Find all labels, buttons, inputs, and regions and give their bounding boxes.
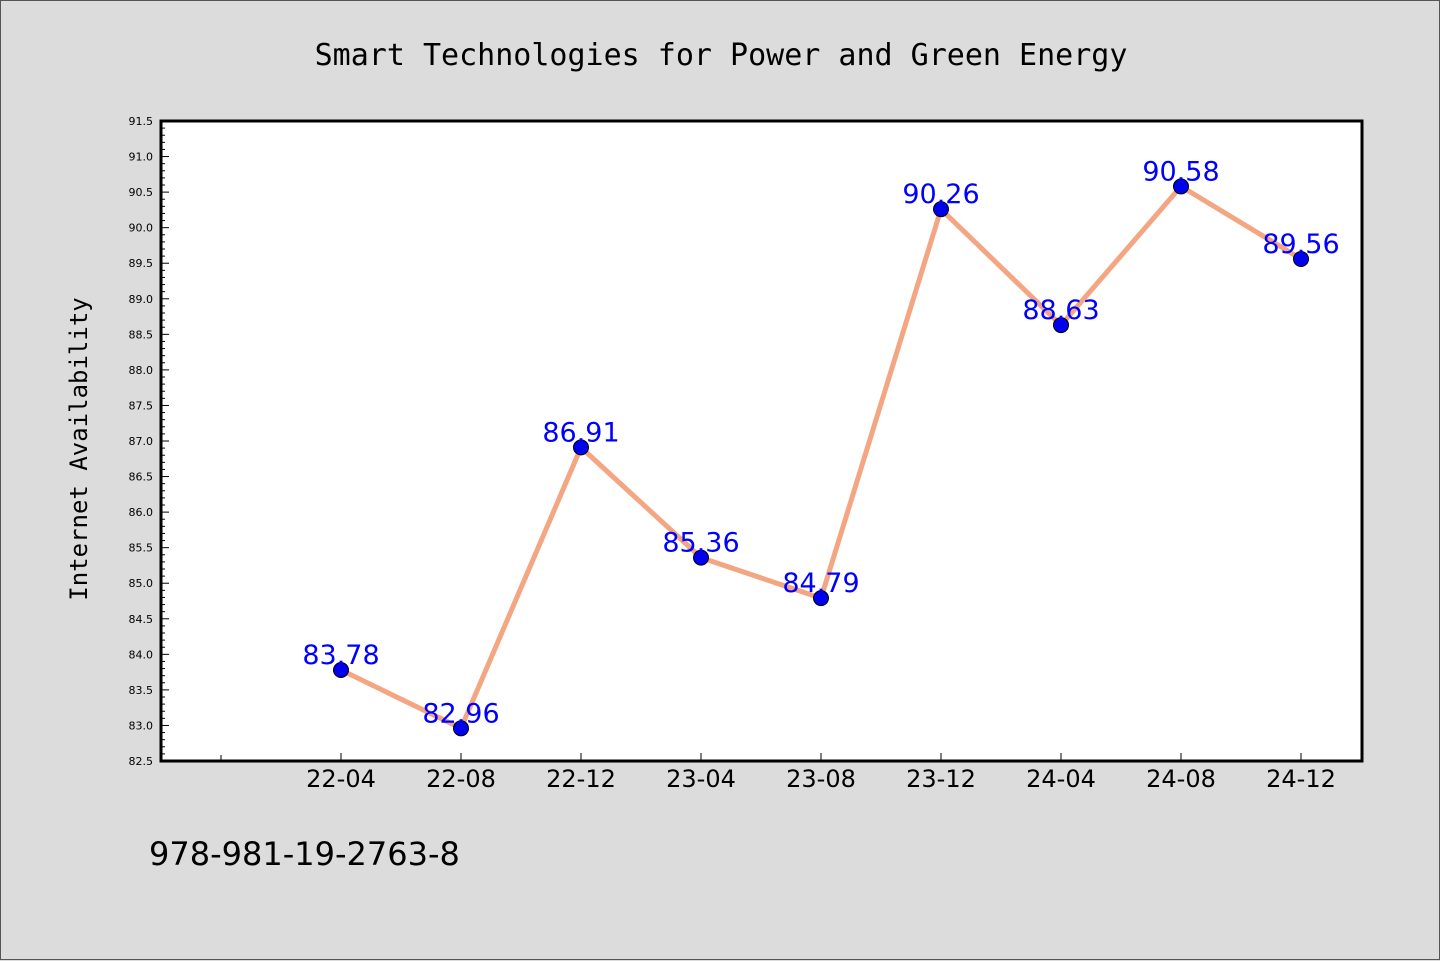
x-tick-label: 22-04 bbox=[306, 765, 376, 793]
data-label: 89.56 bbox=[1262, 229, 1339, 260]
data-point bbox=[693, 549, 709, 566]
data-point bbox=[453, 720, 469, 737]
data-point bbox=[1293, 250, 1309, 267]
series-internet-availability bbox=[333, 178, 1309, 737]
y-tick-label: 88.5 bbox=[129, 328, 154, 341]
y-tick-label: 84.0 bbox=[129, 648, 154, 661]
data-label: 84.79 bbox=[782, 568, 859, 599]
plot-area bbox=[159, 119, 1364, 763]
data-label: 83.78 bbox=[302, 640, 379, 671]
x-tick-label: 24-08 bbox=[1146, 765, 1216, 793]
y-tick-label: 90.5 bbox=[129, 186, 154, 199]
y-axis-label: Internet Availability bbox=[65, 297, 93, 600]
x-tick-label: 24-12 bbox=[1266, 765, 1336, 793]
y-tick-label: 89.0 bbox=[129, 293, 154, 306]
y-tick-label: 85.5 bbox=[129, 542, 154, 555]
data-label: 88.63 bbox=[1022, 295, 1099, 326]
y-tick-label: 87.5 bbox=[129, 399, 154, 412]
y-tick-label: 82.5 bbox=[129, 755, 154, 768]
x-tick-label: 23-04 bbox=[666, 765, 736, 793]
y-tick-label: 89.5 bbox=[129, 257, 154, 270]
y-tick-label: 84.5 bbox=[129, 613, 154, 626]
data-labels: 83.78 82.96 86.91 85.36 84.79 90.26 88.63 90.58… bbox=[302, 156, 1339, 729]
chart-title: Smart Technologies for Power and Green E… bbox=[315, 38, 1128, 73]
data-label: 90.26 bbox=[902, 179, 979, 210]
y-tick-label: 90.0 bbox=[129, 222, 154, 235]
y-tick-label: 86.0 bbox=[129, 506, 154, 519]
y-tick-label: 91.0 bbox=[129, 151, 154, 164]
x-tick-label: 23-12 bbox=[906, 765, 976, 793]
y-tick-label: 87.0 bbox=[129, 435, 154, 448]
y-axis: 82.5 83.0 83.5 84.0 84.5 85.0 85.5 86.0 86.5 87.0… bbox=[129, 115, 169, 768]
data-point bbox=[933, 201, 949, 218]
x-tick-label: 22-12 bbox=[546, 765, 616, 793]
data-label: 90.58 bbox=[1142, 156, 1219, 187]
x-axis: 22-04 22-08 22-12 23-04 23-08 23-12 24-04 24-08… bbox=[220, 753, 1336, 793]
data-point bbox=[1053, 317, 1069, 334]
data-point bbox=[333, 661, 349, 678]
data-label: 86.91 bbox=[542, 417, 619, 448]
y-tick-label: 83.5 bbox=[129, 684, 154, 697]
y-tick-label: 83.0 bbox=[129, 719, 154, 732]
y-tick-label: 91.5 bbox=[129, 115, 154, 128]
x-tick-label: 24-04 bbox=[1026, 765, 1096, 793]
data-point bbox=[573, 439, 589, 456]
y-tick-label: 86.5 bbox=[129, 471, 154, 484]
x-tick-label: 22-08 bbox=[426, 765, 496, 793]
footnote-isbn: 978-981-19-2763-8 bbox=[149, 835, 460, 873]
data-point bbox=[813, 590, 829, 607]
data-label: 85.36 bbox=[662, 528, 739, 559]
y-tick-label: 88.0 bbox=[129, 364, 154, 377]
data-point bbox=[1173, 178, 1189, 195]
x-tick-label: 23-08 bbox=[786, 765, 856, 793]
data-label: 82.96 bbox=[422, 698, 499, 729]
y-tick-label: 85.0 bbox=[129, 577, 154, 590]
